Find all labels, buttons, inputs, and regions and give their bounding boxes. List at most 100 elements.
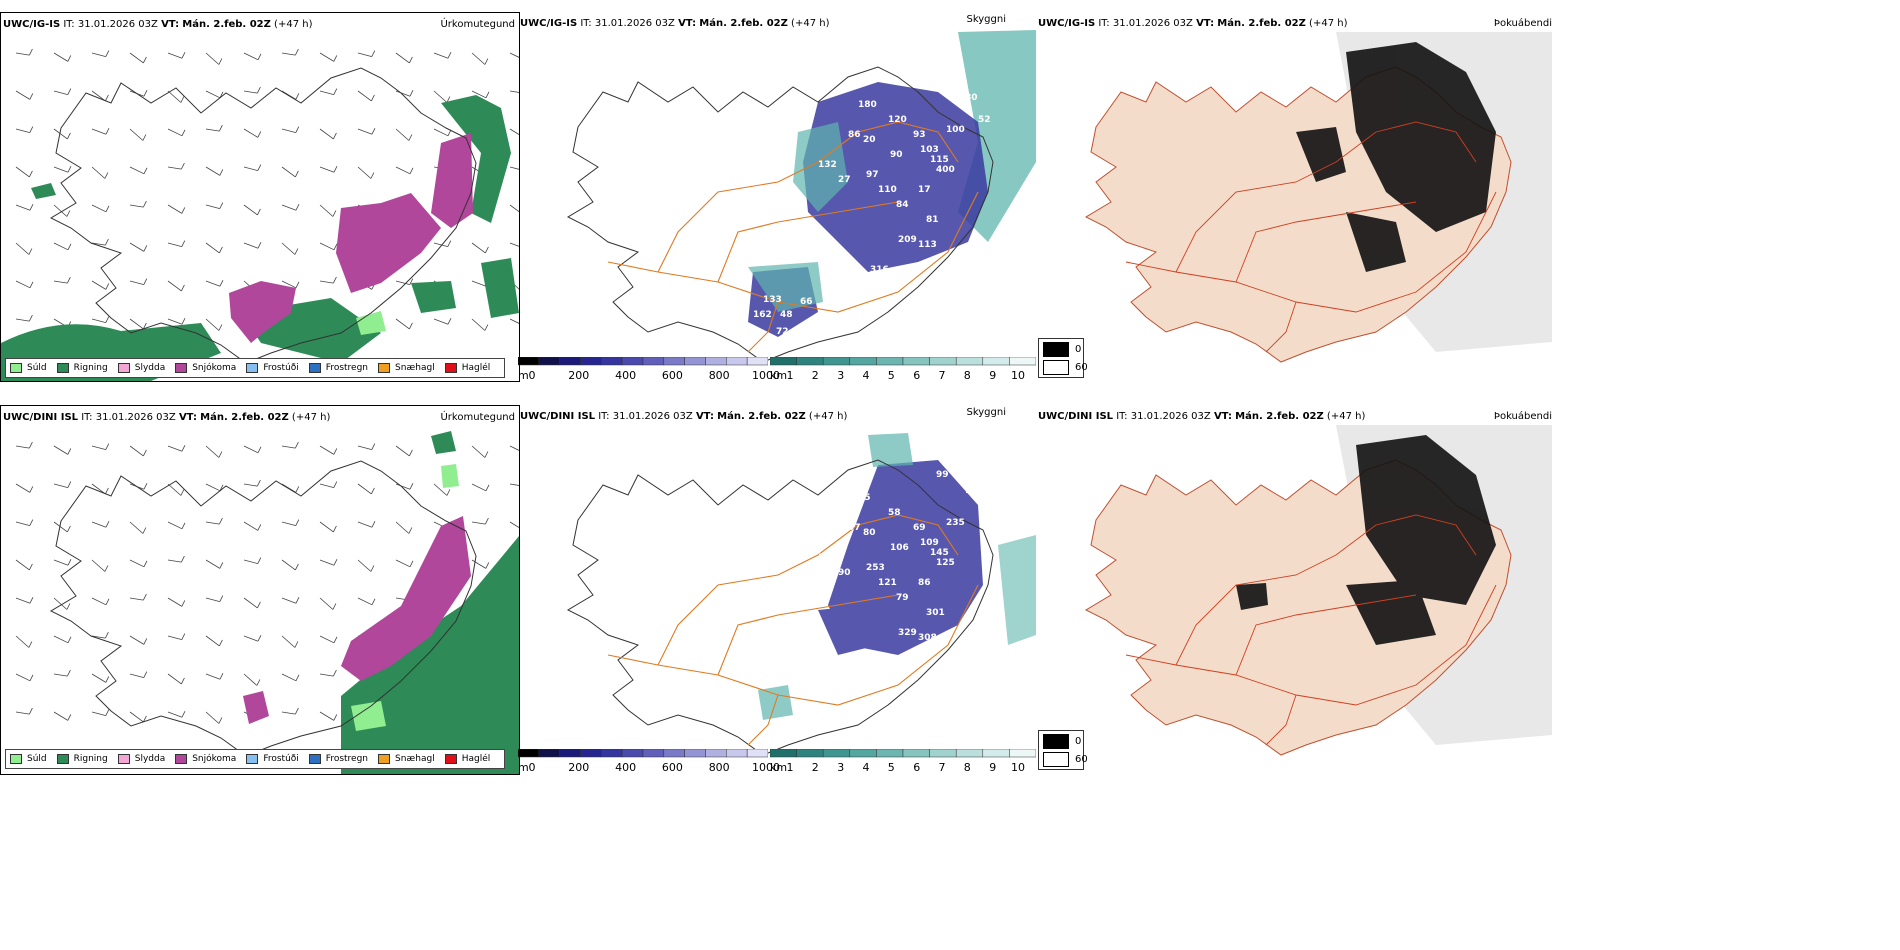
- wind-barb: [281, 48, 299, 56]
- panel-header: UWC/DINI ISL IT: 31.01.2026 03Z VT: Mán.…: [520, 411, 848, 422]
- visibility-value-label: 96: [936, 77, 949, 87]
- colorbar-tick-label: 5: [887, 761, 895, 774]
- wind-barb: [167, 633, 186, 640]
- colorbar-km-gradient: [770, 749, 1036, 758]
- wind-barb: [471, 90, 490, 99]
- panel-title: Úrkomutegund: [440, 19, 515, 30]
- panel-title: Skyggni: [966, 407, 1006, 418]
- wind-barb: [91, 597, 110, 606]
- road-line: [657, 524, 859, 666]
- visibility-value-label: 66: [800, 297, 813, 307]
- wind-barb: [167, 280, 185, 292]
- wind-barb: [509, 166, 519, 170]
- wind-barb: [53, 635, 72, 644]
- wind-barb: [243, 479, 261, 487]
- visibility-value-label: 101: [965, 486, 984, 496]
- wind-barb: [167, 318, 186, 325]
- visibility-value-label: 84: [896, 200, 909, 210]
- wind-barb: [471, 517, 489, 525]
- rain-areas: [1, 95, 519, 381]
- wind-barb: [319, 166, 338, 173]
- wind-barb: [243, 557, 262, 564]
- wind-barb: [91, 90, 109, 102]
- wind-barb: [319, 88, 338, 95]
- visibility-value-label: 97: [866, 170, 879, 180]
- wind-barb: [15, 204, 34, 211]
- wind-barb: [91, 521, 110, 528]
- colorbar-segment: [849, 749, 877, 758]
- wind-barb: [53, 88, 72, 95]
- road-line: [607, 584, 979, 706]
- colorbar-segment: [580, 357, 602, 366]
- visibility-value-label: 209: [898, 235, 917, 245]
- wind-barb: [281, 673, 300, 682]
- colorbar-segment: [621, 749, 644, 758]
- rain-areas: [341, 431, 519, 774]
- colorbar-tick-label: 1000: [752, 369, 780, 382]
- visibility-value-label: 15: [818, 553, 831, 563]
- colorbar-segment: [955, 749, 984, 758]
- colorbar-tick-label: 8: [963, 369, 971, 382]
- wind-barb: [53, 669, 71, 677]
- fog-index-panel-bottom: UWC/DINI ISL IT: 31.01.2026 03Z VT: Mán.…: [1036, 405, 1552, 775]
- wind-barb: [53, 242, 72, 251]
- wind-barb: [205, 52, 223, 65]
- wind-barb: [281, 126, 300, 133]
- colorbar-tick-label: 7: [938, 761, 946, 774]
- drizzle-areas: [356, 311, 386, 335]
- wind-barb: [471, 242, 489, 254]
- visibility-value-label: 113: [918, 240, 937, 250]
- wind-barb: [281, 635, 299, 648]
- wind-barb: [15, 559, 33, 571]
- wind-barb: [205, 517, 223, 525]
- wind-barb: [281, 90, 300, 100]
- colorbar-tick-label: 200: [568, 761, 590, 774]
- wind-barb: [319, 635, 338, 644]
- colorbar-segment: [684, 357, 706, 366]
- colorbar-tick-label: 1: [786, 761, 794, 774]
- road-line: [1265, 694, 1297, 746]
- wind-barb: [15, 673, 34, 682]
- wind-barb: [509, 445, 519, 451]
- road-line: [1175, 131, 1377, 273]
- wind-barb: [243, 86, 261, 94]
- road-line: [1125, 191, 1497, 313]
- wind-barb: [205, 242, 223, 254]
- wind-barb: [205, 166, 224, 176]
- wind-barb: [395, 128, 413, 141]
- panel-header: UWC/IG-IS IT: 31.01.2026 03Z VT: Mán. 2.…: [1038, 18, 1348, 29]
- road-line: [1235, 201, 1417, 283]
- colorbar-segment: [876, 749, 904, 758]
- visibility-value-label: 86: [918, 578, 931, 588]
- wind-barb: [53, 204, 71, 217]
- fog-legend-bottom: 0 60: [1038, 730, 1088, 770]
- wind-barb: [167, 445, 186, 452]
- colorbar-segment: [601, 357, 623, 366]
- colorbar-segment: [663, 749, 685, 758]
- wind-barb: [53, 445, 72, 455]
- visibility-value-label: 90: [890, 150, 903, 160]
- colorbar-segment: [770, 357, 797, 366]
- wind-barb: [509, 483, 519, 486]
- precip-legend: Súld Rigning Slydda Snjókoma Frostúði Fr…: [5, 358, 506, 378]
- colorbar-segment: [559, 357, 581, 366]
- wind-barb: [243, 521, 262, 531]
- wind-barb: [357, 597, 376, 606]
- wind-barb: [129, 278, 148, 285]
- wind-barb: [395, 166, 414, 175]
- colorbar-segment: [876, 357, 904, 366]
- colorbar-m-gradient: [518, 357, 768, 366]
- visibility-value-label: 99: [936, 470, 949, 480]
- wind-barb: [129, 593, 147, 601]
- colorbar-segment: [902, 357, 930, 366]
- iceland-coastline: [566, 66, 994, 363]
- visibility-value-label: 20: [863, 135, 876, 145]
- wind-barb: [167, 162, 185, 170]
- wind-barb: [53, 481, 72, 488]
- visibility-value-label: 48: [780, 310, 793, 320]
- colorbar-tick-label: 800: [708, 369, 730, 382]
- wind-barb: [53, 276, 71, 284]
- wind-barb: [91, 709, 110, 716]
- colorbar-m-gradient: [518, 749, 768, 758]
- colorbar-tick-label: 600: [661, 761, 683, 774]
